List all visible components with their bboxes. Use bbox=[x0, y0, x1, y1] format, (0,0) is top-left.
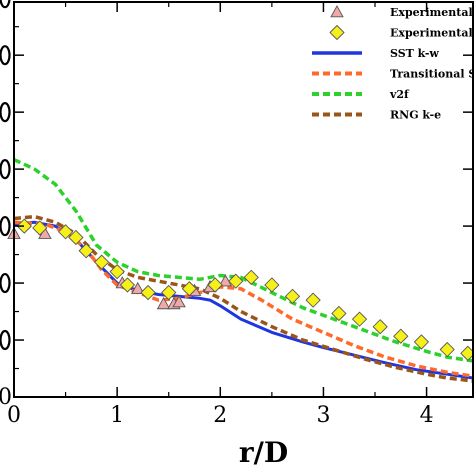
series-point-1 bbox=[68, 229, 84, 246]
x-tick-label: 0 bbox=[7, 403, 21, 428]
x-tick-label: 3 bbox=[316, 403, 330, 428]
y-tick-label-clipped bbox=[0, 102, 11, 123]
legend-label-4: v2f bbox=[389, 88, 410, 101]
y-tick-label-clipped bbox=[0, 329, 11, 351]
series-point-1 bbox=[393, 328, 409, 344]
y-tick-label-clipped bbox=[0, 45, 11, 66]
series-point-1 bbox=[57, 224, 74, 240]
x-axis-title: r/D bbox=[239, 436, 288, 469]
y-tick-label-clipped bbox=[0, 272, 11, 294]
legend-label-2: SST k-w bbox=[390, 47, 439, 60]
x-tick-label: 4 bbox=[420, 403, 434, 428]
y-tick-label-clipped bbox=[0, 159, 11, 180]
series-point-0 bbox=[131, 281, 145, 295]
series-point-0 bbox=[218, 274, 233, 287]
series-point-0 bbox=[172, 295, 186, 308]
legend-marker-1 bbox=[329, 24, 345, 41]
series-point-1 bbox=[140, 284, 156, 301]
y-tick-label-clipped bbox=[0, 215, 11, 237]
legend-label-0: Experimental bbox=[390, 6, 473, 19]
tick-labels: 0 1 2 3 4 0 bbox=[0, 0, 434, 428]
series-line-2 bbox=[13, 220, 474, 380]
axis-ticks bbox=[13, 2, 473, 398]
series-point-1 bbox=[181, 281, 197, 297]
legend-label-1: Experimental bbox=[390, 27, 473, 40]
series-line-5 bbox=[13, 214, 474, 383]
series-point-1 bbox=[372, 319, 388, 335]
legend-marker-0 bbox=[330, 5, 344, 18]
legend-label-3: Transitional S bbox=[390, 68, 474, 81]
series-point-1 bbox=[94, 254, 110, 270]
series-point-1 bbox=[305, 292, 321, 308]
series-point-0 bbox=[156, 297, 171, 310]
axes-frame bbox=[13, 1, 474, 398]
series-point-1 bbox=[78, 243, 94, 259]
y-tick-label-clipped bbox=[0, 0, 11, 9]
series-point-1 bbox=[161, 284, 177, 301]
series-point-1 bbox=[439, 341, 455, 358]
series-point-1 bbox=[284, 288, 301, 304]
series-point-1 bbox=[32, 220, 48, 236]
series-point-1 bbox=[119, 277, 136, 293]
series-line-4 bbox=[13, 158, 474, 363]
plot-series bbox=[7, 158, 474, 383]
series-point-1 bbox=[228, 273, 244, 289]
legend: Experimental Experimental SST k-w Transitio… bbox=[312, 5, 474, 122]
series-point-1 bbox=[351, 311, 368, 327]
series-point-1 bbox=[109, 264, 125, 280]
series-point-1 bbox=[16, 218, 32, 234]
legend-label-5: RNG k-e bbox=[390, 109, 441, 122]
series-point-1 bbox=[264, 277, 280, 293]
series-point-1 bbox=[207, 277, 223, 293]
y-tick-label: 0 bbox=[0, 385, 12, 410]
series-point-1 bbox=[331, 305, 347, 322]
x-tick-label: 2 bbox=[213, 403, 227, 428]
series-point-1 bbox=[243, 269, 259, 285]
series-point-1 bbox=[413, 334, 430, 350]
x-tick-label: 1 bbox=[110, 403, 124, 428]
